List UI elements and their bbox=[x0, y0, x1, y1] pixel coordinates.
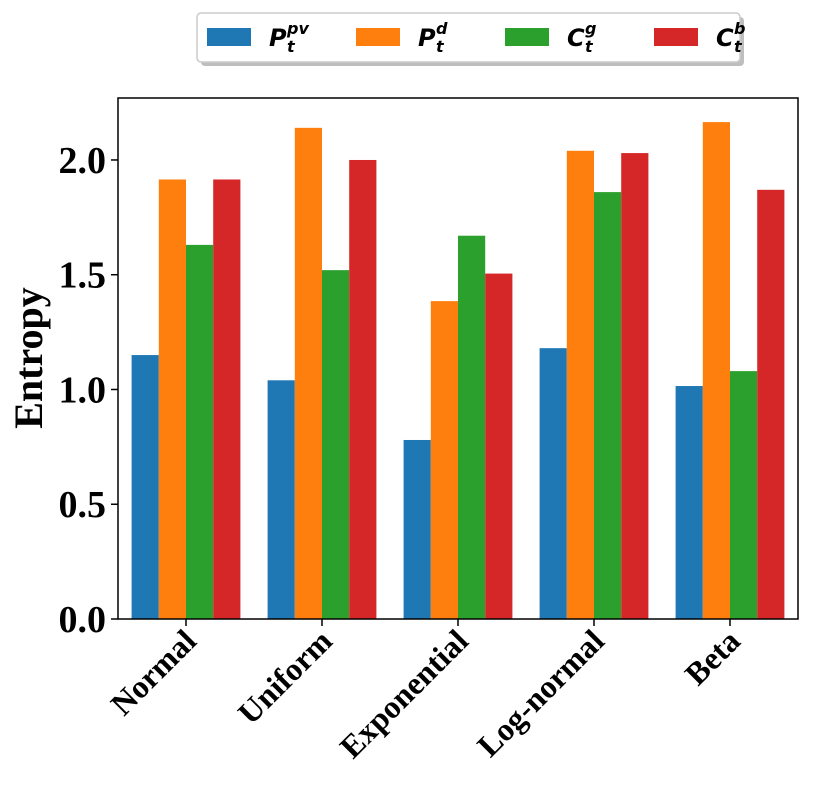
legend-swatch-p-d bbox=[356, 28, 400, 46]
legend-frame bbox=[196, 12, 741, 63]
x-tick-label-log-normal: Log-normal bbox=[470, 622, 611, 763]
legend-label-base: C bbox=[567, 24, 585, 52]
legend-swatch-c-g bbox=[505, 28, 549, 46]
y-tick-label: 0.5 bbox=[59, 484, 107, 526]
legend-label-base: C bbox=[716, 24, 734, 52]
bar-c-b-uniform bbox=[349, 159, 377, 619]
bar-p-pv-log-normal bbox=[539, 348, 567, 619]
legend-label-subscript: t bbox=[287, 37, 296, 56]
legend-label-superscript: b bbox=[734, 19, 745, 38]
bar-p-pv-normal bbox=[131, 355, 159, 619]
bar-c-b-normal bbox=[213, 179, 241, 620]
legend-label-subscript: t bbox=[585, 37, 594, 56]
bar-c-b-beta bbox=[757, 189, 785, 619]
bar-c-b-exponential bbox=[485, 273, 513, 619]
y-tick-label: 2.0 bbox=[59, 140, 107, 182]
bar-p-d-beta bbox=[702, 122, 730, 619]
legend-label-subscript: t bbox=[734, 37, 743, 56]
y-tick-label: 1.5 bbox=[59, 255, 107, 297]
bar-p-pv-uniform bbox=[267, 380, 295, 619]
y-tick-label: 0.0 bbox=[59, 599, 107, 641]
plot-area bbox=[131, 122, 785, 620]
bar-p-pv-beta bbox=[675, 386, 703, 619]
legend-label-superscript: d bbox=[436, 19, 448, 38]
legend-label-superscript: g bbox=[585, 19, 596, 38]
bar-c-g-exponential bbox=[458, 235, 486, 619]
bar-c-g-normal bbox=[186, 244, 214, 619]
legend-label-superscript: pv bbox=[286, 19, 309, 38]
legend-swatch-p-pv bbox=[207, 28, 251, 46]
bar-p-pv-exponential bbox=[403, 439, 431, 619]
bar-c-b-log-normal bbox=[621, 153, 649, 619]
bar-c-g-log-normal bbox=[594, 192, 622, 619]
y-axis-title: Entropy bbox=[6, 287, 51, 429]
x-tick-label-normal: Normal bbox=[103, 622, 203, 722]
y-tick-label: 1.0 bbox=[59, 369, 107, 411]
legend-label-base: P bbox=[269, 24, 287, 52]
bar-p-d-uniform bbox=[294, 127, 322, 619]
x-tick-label-exponential: Exponential bbox=[333, 622, 475, 764]
bar-c-g-beta bbox=[730, 371, 758, 619]
x-tick-label-beta: Beta bbox=[678, 622, 747, 691]
bar-c-g-uniform bbox=[322, 270, 350, 619]
bar-p-d-exponential bbox=[430, 301, 458, 619]
legend-label-base: P bbox=[418, 24, 436, 52]
bar-p-d-log-normal bbox=[566, 150, 594, 620]
legend-label-subscript: t bbox=[436, 37, 445, 56]
legend-swatch-c-b bbox=[654, 28, 698, 46]
x-tick-label-uniform: Uniform bbox=[231, 622, 340, 731]
bar-p-d-normal bbox=[158, 179, 186, 620]
